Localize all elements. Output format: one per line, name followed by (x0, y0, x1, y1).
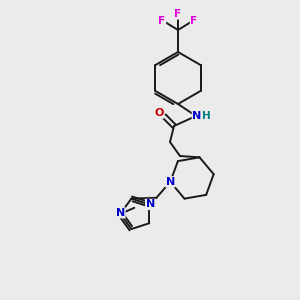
Text: F: F (174, 9, 182, 19)
Text: N: N (116, 208, 125, 218)
Text: O: O (154, 108, 164, 118)
Text: H: H (202, 111, 210, 121)
Text: F: F (190, 16, 198, 26)
Text: N: N (192, 111, 202, 121)
Text: N: N (146, 200, 155, 209)
Text: F: F (158, 16, 166, 26)
Text: N: N (166, 177, 175, 187)
